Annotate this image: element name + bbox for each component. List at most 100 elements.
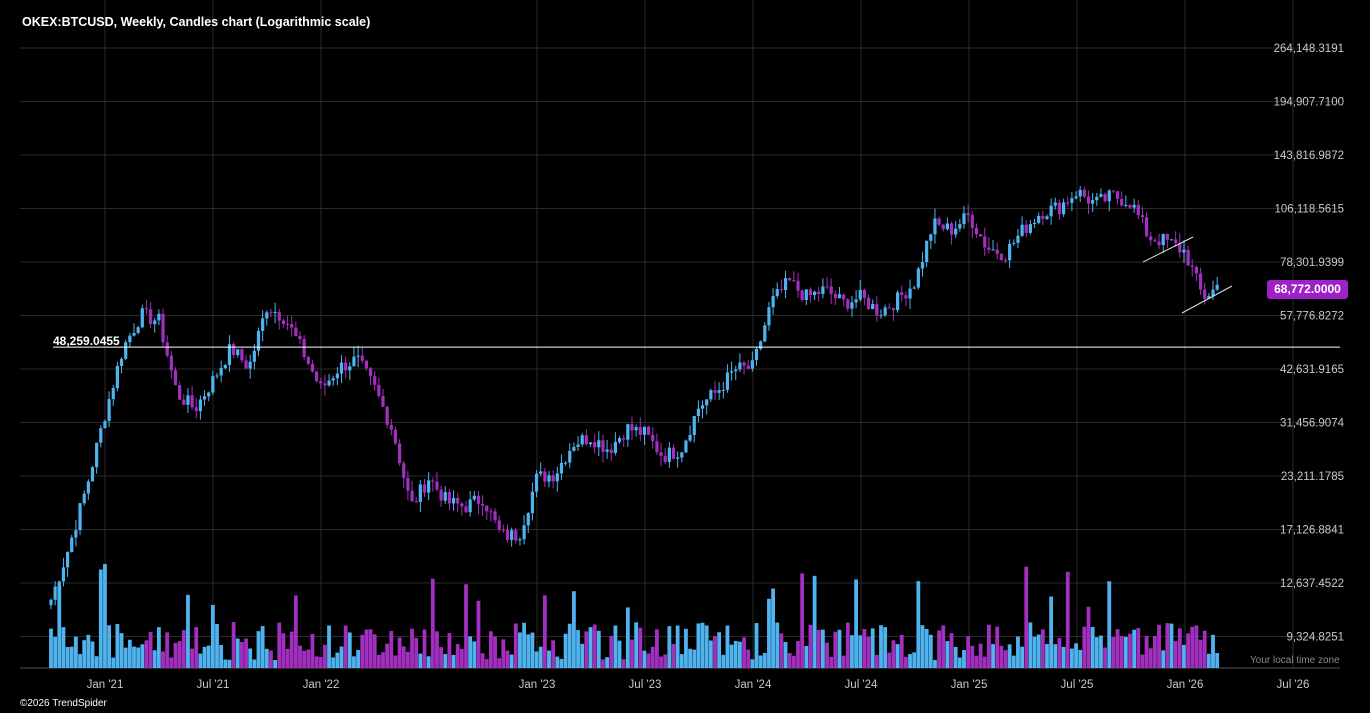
candle-body <box>572 446 576 451</box>
volume-bar <box>904 656 908 668</box>
candle-body <box>547 475 551 482</box>
candle-body <box>1070 198 1074 203</box>
candle-body <box>634 427 638 431</box>
volume-bar <box>978 643 983 668</box>
volume-bar <box>323 644 327 668</box>
volume-bar <box>862 628 867 668</box>
candle-body <box>896 292 900 311</box>
candle-body <box>476 495 481 504</box>
volume-bar <box>190 648 194 668</box>
volume-bar <box>883 627 888 668</box>
volume-bar <box>617 640 622 668</box>
x-tick-label: Jul '24 <box>845 679 878 691</box>
volume-bar <box>281 633 286 668</box>
volume-bar <box>360 634 365 668</box>
volume-bar <box>1107 581 1112 668</box>
x-tick-label: Jan '22 <box>303 679 340 691</box>
candle-body <box>310 363 315 372</box>
candle-body <box>323 383 327 386</box>
volume-bar <box>949 633 954 668</box>
candle-body <box>1078 189 1082 197</box>
trend-line-lower[interactable] <box>1181 285 1233 314</box>
candle-body <box>1136 204 1140 216</box>
y-tick-label: 106,118.5615 <box>1275 204 1345 216</box>
volume-bar <box>1148 648 1153 668</box>
volume-bar <box>418 653 423 668</box>
candle-body <box>647 426 651 435</box>
candle-body <box>916 268 920 288</box>
volume-bar <box>945 641 950 668</box>
volume-bar <box>841 655 846 668</box>
candle-body <box>671 447 676 459</box>
candle-body <box>1194 266 1198 274</box>
candle-body <box>875 304 879 316</box>
candle-body <box>945 223 949 230</box>
volume-bar <box>854 579 858 668</box>
candle-body <box>1003 260 1008 262</box>
candle-body <box>788 278 792 281</box>
volume-bar <box>1011 655 1016 668</box>
candle-body <box>837 294 842 299</box>
candle-body <box>783 278 788 291</box>
volume-bar <box>472 641 477 668</box>
candle-body <box>1174 239 1178 244</box>
candle-body <box>153 320 157 325</box>
candle-body <box>676 457 680 459</box>
candle-body <box>833 294 837 299</box>
volume-bar <box>713 636 717 668</box>
volume-bar <box>215 623 219 668</box>
volume-bar <box>489 631 493 668</box>
candle-body <box>1115 191 1120 199</box>
volume-bar <box>659 656 663 668</box>
candle-body <box>908 288 912 299</box>
candle-body <box>709 390 713 400</box>
volume-bar <box>845 622 850 668</box>
candle-body <box>1186 249 1190 266</box>
volume-bar <box>468 636 473 668</box>
x-axis-labels: Jan '21 Jul '21 Jan '22 Jan '23 Jul '23 Jan '… <box>87 679 1310 691</box>
candle-body <box>1149 236 1153 241</box>
volume-bar <box>202 646 207 668</box>
candle-body <box>298 336 302 339</box>
volume-bar <box>572 591 576 668</box>
volume-bar <box>1032 636 1037 668</box>
candle-body <box>518 539 522 541</box>
candle-body <box>568 450 572 463</box>
timezone-label[interactable]: Your local time zone <box>1250 655 1340 666</box>
trend-line-upper[interactable] <box>1142 236 1194 263</box>
volume-bar <box>775 622 780 668</box>
volume-bar <box>513 623 518 668</box>
volume-bar <box>401 646 406 668</box>
candle-body <box>663 455 667 462</box>
volume-bar <box>787 653 792 668</box>
volume-bar <box>675 625 680 668</box>
candle-body <box>57 581 61 587</box>
volume-bar <box>576 630 580 668</box>
volume-bar <box>53 636 58 668</box>
volume-bar <box>198 653 203 668</box>
volume-bar <box>356 649 360 668</box>
volume-bar <box>688 648 692 668</box>
candle-body <box>115 365 119 389</box>
candle-body <box>721 389 725 391</box>
x-tick-label: Jul '25 <box>1061 679 1094 691</box>
candle-body <box>966 213 970 216</box>
candle-body <box>725 372 730 390</box>
x-tick-label: Jan '24 <box>735 679 772 691</box>
volume-bar <box>1020 646 1024 668</box>
candle-body <box>622 438 626 440</box>
volume-bar <box>916 581 921 668</box>
candle-body <box>970 215 974 228</box>
volume-bar <box>256 631 261 668</box>
volume-bar <box>74 636 78 668</box>
candle-body <box>958 224 962 229</box>
x-tick-label: Jan '26 <box>1167 679 1204 691</box>
volume-bar <box>484 659 489 668</box>
candle-body <box>1178 243 1182 253</box>
volume-bar <box>812 575 817 668</box>
candle-body <box>850 302 854 309</box>
candle-body <box>360 355 364 361</box>
y-tick-label: 194,907.7100 <box>1274 97 1344 109</box>
volume-bar <box>464 584 468 668</box>
